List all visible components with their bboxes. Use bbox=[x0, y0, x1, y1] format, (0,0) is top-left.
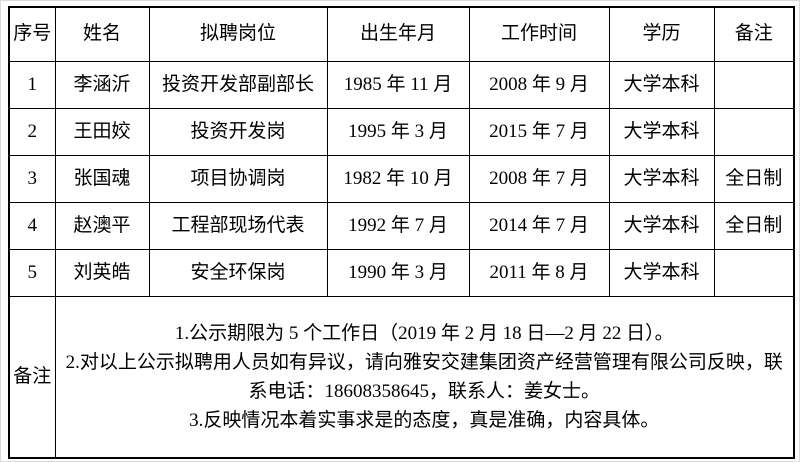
table-cell: 全日制 bbox=[713, 201, 795, 250]
table-cell: 赵澳平 bbox=[54, 201, 150, 250]
table-cell: 1995 年 3 月 bbox=[326, 107, 470, 156]
table-header-row: 序号 姓名 拟聘岗位 出生年月 工作时间 学历 备注 bbox=[8, 6, 795, 62]
table-cell: 1990 年 3 月 bbox=[326, 248, 470, 297]
table-cell: 2008 年 9 月 bbox=[468, 60, 610, 109]
table-cell: 王田姣 bbox=[54, 107, 150, 156]
table-cell: 2011 年 8 月 bbox=[468, 248, 610, 297]
table-cell: 2015 年 7 月 bbox=[468, 107, 610, 156]
table-cell: 2 bbox=[8, 107, 56, 156]
table-cell bbox=[713, 248, 795, 297]
table-cell: 大学本科 bbox=[608, 60, 715, 109]
remarks-content: 1.公示期限为 5 个工作日（2019 年 2 月 18 日—2 月 22 日）… bbox=[54, 295, 795, 459]
table-cell: 李涵沂 bbox=[54, 60, 150, 109]
table-cell: 1992 年 7 月 bbox=[326, 201, 470, 250]
header-cell-4: 工作时间 bbox=[468, 6, 610, 62]
table-cell bbox=[713, 60, 795, 109]
table-cell: 3 bbox=[8, 154, 56, 203]
remarks-row: 备注 1.公示期限为 5 个工作日（2019 年 2 月 18 日—2 月 22… bbox=[8, 295, 795, 459]
table-row: 2 王田姣 投资开发岗 1995 年 3 月 2015 年 7 月大学本科 bbox=[8, 107, 795, 156]
table-cell: 1985 年 11 月 bbox=[326, 60, 470, 109]
header-cell-2: 拟聘岗位 bbox=[148, 6, 328, 62]
remark-line: 2.对以上公示拟聘用人员如有异议，请向雅安交建集团资产经营管理有限公司反映，联系… bbox=[65, 351, 783, 402]
hiring-announcement-table: 序号 姓名 拟聘岗位 出生年月 工作时间 学历 备注 1 李涵沂 投资开发部副部长 1985 年 … bbox=[8, 6, 795, 459]
table-cell: 投资开发部副部长 bbox=[148, 60, 328, 109]
table-cell: 1982 年 10 月 bbox=[326, 154, 470, 203]
table-row: 5 刘英皓 安全环保岗 1990 年 3 月 2011 年 8 月大学本科 bbox=[8, 248, 795, 297]
remark-line: 1.公示期限为 5 个工作日（2019 年 2 月 18 日—2 月 22 日）… bbox=[174, 322, 674, 344]
table-cell: 大学本科 bbox=[608, 248, 715, 297]
table-cell: 全日制 bbox=[713, 154, 795, 203]
table-cell: 2014 年 7 月 bbox=[468, 201, 610, 250]
table-cell: 2008 年 7 月 bbox=[468, 154, 610, 203]
table-cell: 大学本科 bbox=[608, 154, 715, 203]
table-row: 1 李涵沂 投资开发部副部长 1985 年 11 月 2008 年 9 月大学本科 bbox=[8, 60, 795, 109]
table-cell: 张国魂 bbox=[54, 154, 150, 203]
remark-line: 3.反映情况本着实事求是的态度，真是准确，内容具体。 bbox=[189, 409, 660, 431]
table-cell: 大学本科 bbox=[608, 201, 715, 250]
header-cell-5: 学历 bbox=[608, 6, 715, 62]
header-cell-3: 出生年月 bbox=[326, 6, 470, 62]
header-cell-1: 姓名 bbox=[54, 6, 150, 62]
table-cell: 项目协调岗 bbox=[148, 154, 328, 203]
table-cell: 刘英皓 bbox=[54, 248, 150, 297]
table-cell: 4 bbox=[8, 201, 56, 250]
table-cell bbox=[713, 107, 795, 156]
table-cell: 大学本科 bbox=[608, 107, 715, 156]
header-cell-0: 序号 bbox=[8, 6, 56, 62]
table-cell: 工程部现场代表 bbox=[148, 201, 328, 250]
table-row: 3 张国魂 项目协调岗 1982 年 10 月 2008 年 7 月大学本科 全日制 bbox=[8, 154, 795, 203]
table-cell: 投资开发岗 bbox=[148, 107, 328, 156]
remarks-label: 备注 bbox=[8, 295, 56, 459]
table-cell: 安全环保岗 bbox=[148, 248, 328, 297]
table-cell: 5 bbox=[8, 248, 56, 297]
header-cell-6: 备注 bbox=[713, 6, 795, 62]
table-row: 4 赵澳平 工程部现场代表 1992 年 7 月 2014 年 7 月大学本科 全日制 bbox=[8, 201, 795, 250]
table-cell: 1 bbox=[8, 60, 56, 109]
